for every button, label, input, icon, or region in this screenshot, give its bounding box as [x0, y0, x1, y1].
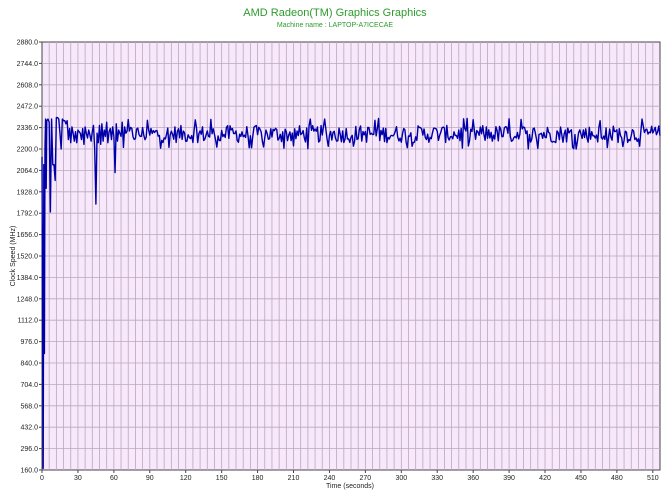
x-tick-label: 360 — [467, 475, 479, 482]
y-tick-label: 160.0 — [20, 468, 38, 475]
y-tick-label: 2200.0 — [17, 147, 39, 154]
y-tick-label: 840.0 — [20, 361, 38, 368]
chart-subtitle: Machine name : LAPTOP-A7ICECAE — [277, 22, 394, 29]
x-tick-label: 480 — [611, 475, 623, 482]
x-tick-label: 210 — [288, 475, 300, 482]
y-tick-label: 704.0 — [20, 382, 38, 389]
y-tick-label: 2336.0 — [17, 125, 39, 132]
x-tick-label: 270 — [360, 475, 372, 482]
y-tick-label: 1112.0 — [18, 318, 38, 325]
y-tick-label: 432.0 — [20, 425, 38, 432]
y-tick-label: 568.0 — [20, 403, 38, 410]
x-tick-label: 60 — [110, 475, 118, 482]
x-tick-label: 90 — [146, 475, 154, 482]
x-tick-label: 120 — [180, 475, 192, 482]
x-tick-label: 150 — [216, 475, 228, 482]
axis-ticks: 160.0 296.0 432.0 568.0 704.0 840.0 976.0 1112.… — [17, 40, 659, 483]
y-tick-label: 1520.0 — [17, 254, 39, 261]
y-tick-label: 2608.0 — [17, 82, 39, 89]
x-tick-label: 450 — [575, 475, 587, 482]
x-tick-label: 510 — [647, 475, 659, 482]
y-tick-label: 2064.0 — [17, 168, 39, 175]
x-tick-label: 420 — [539, 475, 551, 482]
grid — [42, 42, 660, 470]
y-tick-label: 976.0 — [20, 339, 38, 346]
y-tick-label: 2744.0 — [17, 61, 39, 68]
y-tick-label: 1384.0 — [17, 275, 39, 282]
series-layer — [41, 116, 661, 470]
x-axis-title: Time (seconds) — [326, 483, 374, 490]
y-tick-label: 1248.0 — [17, 296, 39, 303]
x-tick-label: 30 — [74, 475, 82, 482]
y-tick-label: 1656.0 — [17, 232, 39, 239]
y-tick-label: 2880.0 — [17, 40, 39, 47]
y-tick-label: 1928.0 — [17, 189, 39, 196]
series-line — [41, 116, 661, 470]
y-tick-label: 1792.0 — [17, 211, 39, 218]
x-tick-label: 300 — [395, 475, 407, 482]
x-tick-label: 180 — [252, 475, 264, 482]
x-tick-label: 390 — [503, 475, 515, 482]
y-axis-title: Clock Speed (MHz) — [10, 226, 17, 287]
x-tick-label: 330 — [431, 475, 443, 482]
y-tick-label: 2472.0 — [17, 104, 39, 111]
chart-title: AMD Radeon(TM) Graphics Graphics — [243, 7, 427, 19]
x-tick-label: 0 — [40, 475, 44, 482]
x-tick-label: 240 — [324, 475, 336, 482]
y-tick-label: 296.0 — [20, 446, 38, 453]
